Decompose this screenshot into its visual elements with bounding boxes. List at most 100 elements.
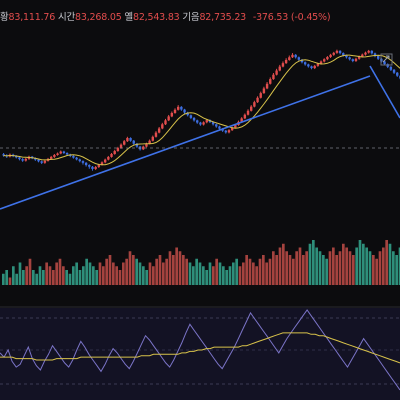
candle-body — [323, 59, 326, 62]
volume-bar — [42, 270, 45, 285]
close-value: 82,735.23 — [199, 12, 247, 23]
volume-bar — [342, 243, 345, 285]
candle-body — [300, 59, 304, 63]
volume-bar — [222, 266, 225, 285]
volume-bar — [108, 255, 112, 285]
candle-body — [53, 154, 56, 157]
volume-bar — [355, 247, 358, 285]
candle-body — [307, 64, 310, 67]
change-value: -376.53 (-0.45%) — [252, 12, 331, 23]
candle-body — [145, 143, 148, 147]
candle-body — [329, 54, 332, 58]
candle-body — [113, 151, 116, 154]
candle-body — [132, 140, 135, 144]
volume-bar — [328, 251, 332, 285]
volume-bar — [318, 251, 322, 285]
candle-body — [275, 70, 278, 75]
candle-body — [348, 57, 351, 60]
candle-body — [34, 158, 37, 160]
volume-bar — [395, 255, 398, 285]
volume-bar — [205, 270, 208, 285]
candle-body — [180, 106, 183, 110]
volume-bar — [78, 270, 82, 285]
volume-bar — [82, 266, 85, 285]
low-label: 옐 — [124, 12, 133, 23]
candle-body — [342, 53, 345, 56]
candle-body — [173, 109, 177, 113]
volume-bar — [218, 262, 222, 285]
candle-body — [62, 151, 66, 153]
volume-bar — [322, 255, 325, 285]
volume-bar — [178, 251, 182, 285]
volume-bar — [268, 258, 272, 285]
expand-arrows-icon[interactable] — [380, 53, 393, 66]
candle-body — [107, 156, 110, 160]
candle-body — [227, 130, 231, 133]
volume-bar — [198, 262, 202, 285]
volume-bar — [165, 258, 168, 285]
candle-body — [215, 124, 218, 127]
volume-bar — [302, 255, 305, 285]
rsi-pane-background — [0, 308, 400, 400]
candle-body — [189, 115, 193, 118]
volume-bar — [52, 270, 55, 285]
candle-body — [370, 50, 374, 54]
candle-body — [116, 148, 120, 152]
volume-bar — [282, 243, 285, 285]
candle-body — [250, 106, 253, 111]
volume-bar — [62, 266, 65, 285]
open-label: 황 — [0, 12, 9, 23]
volume-bar — [188, 262, 192, 285]
volume-bar — [308, 243, 312, 285]
volume-bar — [248, 258, 252, 285]
candle-body — [230, 127, 234, 131]
volume-bar — [362, 243, 365, 285]
volume-bar — [305, 251, 308, 285]
candle-body — [103, 159, 107, 163]
volume-bar — [212, 266, 215, 285]
candle-body — [376, 56, 380, 59]
volume-bar — [125, 258, 128, 285]
volume-bar — [398, 247, 400, 285]
candle-body — [94, 166, 97, 169]
volume-bar — [372, 255, 375, 285]
ohlc-header: 황83,111.76 시간83,268.05 옐82,543.83 기음82,7… — [0, 11, 331, 25]
volume-bar — [18, 262, 22, 285]
candle-body — [15, 155, 18, 158]
candle-body — [202, 122, 205, 125]
volume-bar — [358, 240, 362, 285]
candle-body — [43, 160, 47, 163]
rsi-signal-line — [0, 332, 400, 364]
candle-body — [319, 61, 323, 64]
candle-body — [196, 120, 199, 123]
candle-body — [303, 62, 307, 65]
candle-body — [265, 83, 269, 89]
volume-bar — [135, 258, 138, 285]
volume-bar — [162, 262, 165, 285]
volume-bar — [48, 266, 52, 285]
candle-body — [164, 120, 167, 125]
candle-body — [262, 88, 266, 94]
candle-body — [389, 66, 393, 70]
volume-bar — [278, 247, 282, 285]
candle-body — [240, 118, 243, 122]
volume-bar — [388, 243, 392, 285]
candle-body — [186, 112, 189, 116]
candle-body — [364, 52, 367, 55]
candle-body — [56, 153, 59, 155]
candle-body — [135, 143, 139, 147]
candle-body — [192, 117, 196, 121]
volume-bar — [192, 266, 195, 285]
candle-body — [338, 50, 342, 54]
volume-bar — [55, 262, 58, 285]
volume-bar — [352, 255, 355, 285]
volume-bar — [312, 240, 315, 285]
candle-body — [205, 120, 208, 123]
moving-average-line — [3, 54, 400, 166]
candle-body — [278, 66, 281, 71]
volume-bar — [272, 251, 275, 285]
descending-trendline — [369, 65, 400, 119]
volume-bar — [155, 258, 158, 285]
